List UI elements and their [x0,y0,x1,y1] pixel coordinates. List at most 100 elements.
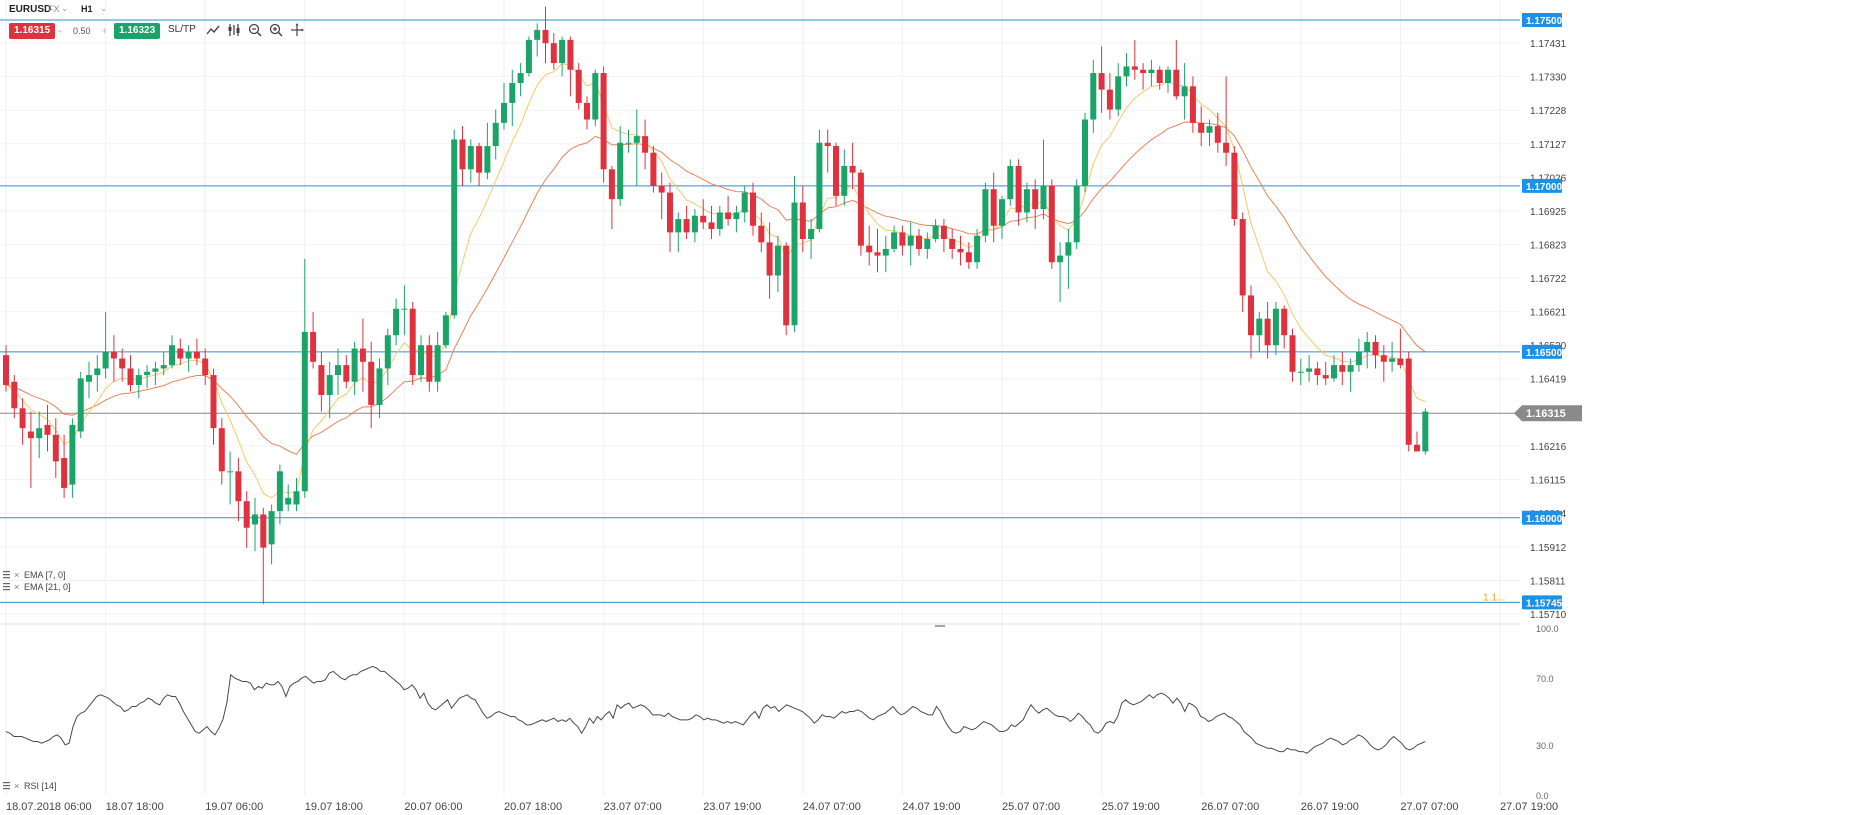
candle-body[interactable] [816,142,823,230]
candle-body[interactable] [808,229,815,240]
candle-body[interactable] [550,43,557,64]
candle-body[interactable] [1306,368,1313,372]
candle-body[interactable] [227,471,234,473]
candle-body[interactable] [866,245,873,253]
candle-body[interactable] [982,189,989,236]
candle-body[interactable] [144,371,151,376]
candle-body[interactable] [1181,86,1188,97]
candle-body[interactable] [1248,295,1254,336]
candle-body[interactable] [409,308,416,376]
candle-body[interactable] [376,368,383,405]
symbol-label[interactable]: EURUSD [9,4,52,15]
candle-body[interactable] [484,146,491,173]
candle-body[interactable] [965,252,972,263]
candle-body[interactable] [990,189,997,226]
candle-body[interactable] [1065,242,1072,256]
candle-body[interactable] [1339,365,1346,372]
candle-body[interactable] [210,375,217,429]
candle-body[interactable] [1115,76,1122,110]
candle-body[interactable] [44,424,51,435]
candle-body[interactable] [899,232,906,246]
candle-body[interactable] [1032,189,1039,210]
sltp-button[interactable]: SL/TP [168,24,196,35]
candle-body[interactable] [1281,308,1288,336]
candle-body[interactable] [725,212,732,220]
candle-body[interactable] [501,102,507,123]
candle-body[interactable] [642,136,649,153]
candle-body[interactable] [791,202,798,326]
candle-body[interactable] [86,375,92,382]
candle-body[interactable] [841,165,848,196]
candle-body[interactable] [218,428,225,472]
candle-body[interactable] [1231,152,1238,220]
candle-body[interactable] [1007,165,1014,200]
candle-body[interactable] [700,215,707,223]
menu-icon[interactable] [3,583,10,585]
candle-body[interactable] [1272,308,1279,346]
ema-21-legend[interactable]: × EMA [21, 0] [3,582,71,592]
candle-body[interactable] [667,192,673,233]
candle-body[interactable] [1214,126,1221,143]
close-icon[interactable]: × [14,781,19,791]
sell-price-button[interactable]: 1.16315 [9,23,56,39]
candle-body[interactable] [1040,185,1047,210]
candle-body[interactable] [1372,341,1379,356]
candle-body[interactable] [1414,444,1420,452]
candle-body[interactable] [61,458,68,488]
candle-body[interactable] [127,368,134,386]
candle-body[interactable] [1206,126,1213,133]
candle-body[interactable] [193,351,200,359]
candle-body[interactable] [882,248,889,256]
candle-body[interactable] [534,29,541,40]
candle-body[interactable] [824,142,831,147]
candle-body[interactable] [708,222,715,230]
candle-body[interactable] [401,308,408,310]
candle-body[interactable] [393,308,400,336]
candle-body[interactable] [1057,255,1064,263]
candle-body[interactable] [77,378,84,432]
candle-body[interactable] [268,511,275,545]
candle-body[interactable] [1264,318,1271,346]
candle-body[interactable] [368,361,375,405]
candle-body[interactable] [774,245,781,276]
candle-body[interactable] [617,142,624,200]
menu-icon[interactable] [3,574,10,576]
candle-body[interactable] [467,146,474,170]
candle-body[interactable] [11,381,18,409]
candle-body[interactable] [924,239,931,249]
candle-body[interactable] [19,408,26,429]
candle-body[interactable] [625,142,632,144]
zoom-in-icon[interactable] [268,22,284,38]
candle-body[interactable] [36,428,43,439]
indicators-icon[interactable] [226,22,242,38]
chevron-down-icon[interactable]: ⌄ [100,3,108,13]
candle-body[interactable] [1198,122,1205,133]
buy-price-button[interactable]: 1.16323 [114,23,161,39]
candle-body[interactable] [525,39,532,74]
lot-size-stepper[interactable]: − 0.50 + [55,23,111,39]
candle-body[interactable] [940,225,947,240]
candle-body[interactable] [932,225,939,240]
menu-icon[interactable] [3,577,10,579]
timeframe-label[interactable]: H1 [81,4,93,14]
candle-body[interactable] [1289,335,1296,372]
level-label[interactable]: 1.16000 [1522,510,1563,525]
candle-body[interactable] [426,345,433,382]
candle-body[interactable] [434,345,441,382]
candle-body[interactable] [1223,142,1230,153]
candle-body[interactable] [1090,73,1097,120]
candle-body[interactable] [1364,341,1371,352]
menu-icon[interactable] [3,785,10,787]
candle-body[interactable] [1140,69,1147,74]
candle-body[interactable] [3,355,9,386]
rsi-legend[interactable]: × RSI [14] [3,781,57,791]
candle-body[interactable] [293,491,300,505]
menu-icon[interactable] [3,571,10,573]
menu-icon[interactable] [3,589,10,591]
candle-body[interactable] [310,331,317,362]
candle-body[interactable] [1082,119,1088,186]
lot-size-value[interactable]: 0.50 [73,26,91,36]
candle-body[interactable] [359,348,366,362]
candle-body[interactable] [584,102,590,120]
